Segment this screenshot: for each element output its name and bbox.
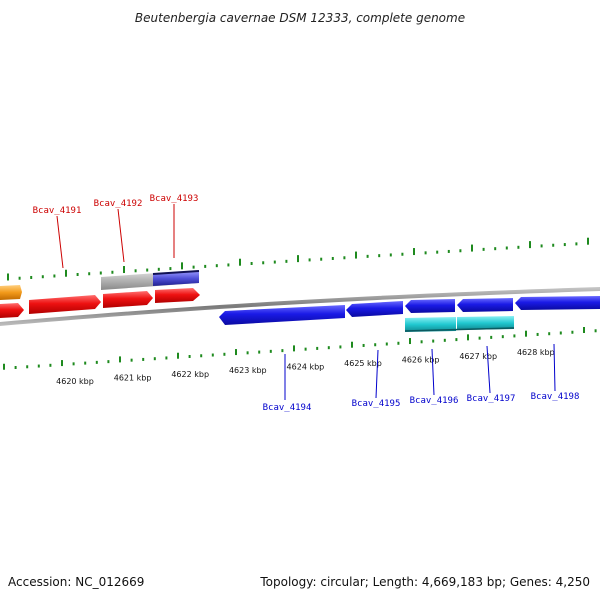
gene-label-bcav-4191[interactable]: Bcav_4191	[33, 206, 82, 216]
reverse-strand-track	[219, 296, 600, 332]
kbp-tick-label: 4628 kbp	[517, 348, 555, 357]
forward-cds-bcav-4192[interactable]	[103, 291, 153, 308]
kbp-tick-label: 4627 kbp	[459, 352, 497, 361]
kbp-tick-label: 4620 kbp	[56, 377, 94, 386]
forward-cds-bcav-4191[interactable]	[29, 295, 101, 314]
label-leader-line	[431, 348, 435, 396]
gene-label-bcav-4197[interactable]: Bcav_4197	[467, 394, 516, 404]
reverse-cds-bcav-4195[interactable]	[346, 301, 403, 317]
gene-label-bcav-4198[interactable]: Bcav_4198	[531, 392, 580, 402]
accession-text: Accession: NC_012669	[8, 575, 144, 589]
kbp-tick-label: 4626 kbp	[402, 355, 440, 364]
kbp-tick-label: 4622 kbp	[171, 370, 209, 379]
gene-label-bcav-4194[interactable]: Bcav_4194	[263, 403, 312, 413]
gene-label-bcav-4195[interactable]: Bcav_4195	[352, 399, 401, 409]
reverse-cds-bcav-4197[interactable]	[457, 298, 513, 312]
kbp-scale: 4620 kbp 4621 kbp 4622 kbp 4623 kbp 4624 kbp…	[56, 348, 555, 386]
orange-feature[interactable]	[0, 285, 22, 300]
gene-label-bcav-4193[interactable]: Bcav_4193	[150, 194, 199, 204]
kbp-tick-label: 4625 kbp	[344, 359, 382, 368]
kbp-tick-label: 4623 kbp	[229, 366, 267, 375]
reverse-cds-bcav-4198[interactable]	[515, 296, 600, 310]
rna-feature-2[interactable]	[457, 316, 514, 330]
gc-skew-lower-track	[3, 327, 597, 370]
reverse-cds-bcav-4194[interactable]	[219, 305, 345, 325]
gc-skew-upper-track	[7, 237, 589, 281]
label-leader-line	[375, 349, 379, 399]
genome-summary-text: Topology: circular; Length: 4,669,183 bp…	[259, 575, 590, 589]
reverse-cds-bcav-4196[interactable]	[405, 299, 455, 313]
label-leader-line	[486, 345, 491, 394]
gene-label-bcav-4196[interactable]: Bcav_4196	[410, 396, 459, 406]
label-leader-line	[117, 208, 125, 263]
rna-feature-1[interactable]	[405, 317, 456, 332]
kbp-tick-label: 4624 kbp	[287, 363, 325, 372]
label-leader-line	[553, 343, 556, 392]
gene-label-leaders	[56, 204, 556, 400]
purple-feature[interactable]	[153, 271, 199, 286]
genome-backbone	[0, 287, 600, 326]
gene-label-bcav-4192[interactable]: Bcav_4192	[94, 199, 143, 209]
forward-strand-track	[0, 270, 200, 318]
forward-cds-prev[interactable]	[0, 303, 24, 318]
kbp-tick-label: 4621 kbp	[114, 373, 152, 382]
map-title: Beutenbergia cavernae DSM 12333, complet…	[135, 11, 465, 25]
forward-cds-bcav-4193[interactable]	[155, 288, 200, 303]
label-leader-line	[56, 215, 64, 269]
